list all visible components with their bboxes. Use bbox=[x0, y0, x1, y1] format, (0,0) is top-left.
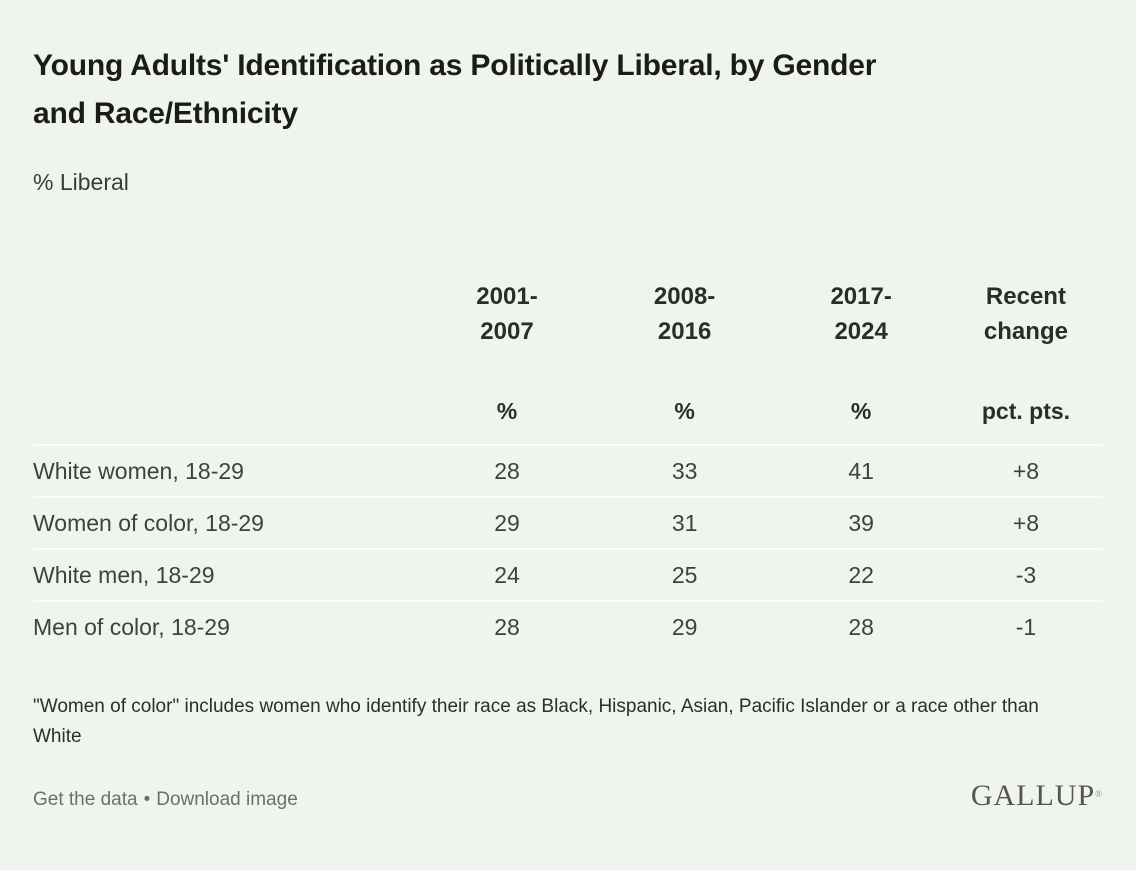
page-title-line2: and Race/Ethnicity bbox=[33, 97, 298, 130]
row-label: White women, 18-29 bbox=[33, 444, 419, 497]
value-cell: 28 bbox=[418, 600, 596, 652]
value-cell: 29 bbox=[595, 600, 774, 652]
page-title: Young Adults' Identification as Politica… bbox=[33, 42, 1103, 138]
col-header-recent-change-label: Recent change bbox=[983, 283, 1068, 345]
download-image-link[interactable]: Download image bbox=[156, 789, 298, 810]
table-row: Men of color, 18-29 28 29 28 -1 bbox=[33, 600, 1103, 652]
unit-header-change: pct. pts. bbox=[981, 398, 1071, 424]
col-header-period-3: 2017-2024 bbox=[773, 279, 948, 349]
value-cell: 25 bbox=[595, 548, 774, 601]
change-cell: -1 bbox=[948, 600, 1103, 652]
chart-subtitle: % Liberal bbox=[33, 169, 129, 195]
value-cell: 31 bbox=[595, 496, 774, 549]
data-table: 2001-2007 2008-2016 2017-2024 Recent cha… bbox=[33, 279, 1103, 652]
row-label: Women of color, 18-29 bbox=[33, 496, 419, 549]
value-cell: 24 bbox=[418, 548, 596, 601]
value-cell: 28 bbox=[773, 600, 949, 652]
table-row: Women of color, 18-29 29 31 39 +8 bbox=[33, 496, 1103, 549]
col-header-period-2: 2008-2016 bbox=[596, 279, 774, 349]
footer: Get the data • Download image GALLUP® bbox=[33, 779, 1103, 813]
get-the-data-link[interactable]: Get the data bbox=[33, 789, 138, 810]
page-title-line1: Young Adults' Identification as Politica… bbox=[33, 49, 877, 82]
col-header-period-2-label: 2008-2016 bbox=[653, 283, 716, 345]
unit-header-2: % bbox=[674, 398, 695, 424]
unit-header-1: % bbox=[496, 398, 518, 424]
footer-links: Get the data • Download image bbox=[33, 789, 298, 811]
change-cell: -3 bbox=[948, 548, 1103, 601]
unit-corner-cell bbox=[33, 349, 418, 445]
corner-cell bbox=[33, 279, 418, 349]
value-cell: 39 bbox=[773, 496, 949, 549]
change-cell: +8 bbox=[948, 496, 1103, 549]
row-label: White men, 18-29 bbox=[33, 548, 419, 601]
row-label: Men of color, 18-29 bbox=[33, 600, 419, 652]
col-header-recent-change: Recent change bbox=[949, 279, 1103, 349]
footnote: "Women of color" includes women who iden… bbox=[33, 696, 1039, 747]
unit-header-3: % bbox=[850, 398, 872, 424]
col-header-period-1-label: 2001-2007 bbox=[476, 283, 538, 345]
table-row: White men, 18-29 24 25 22 -3 bbox=[33, 548, 1103, 601]
value-cell: 33 bbox=[595, 444, 774, 497]
gallup-logo: GALLUP® bbox=[971, 779, 1103, 813]
change-cell: +8 bbox=[948, 444, 1103, 497]
col-header-period-1: 2001-2007 bbox=[418, 279, 596, 349]
unit-header-row: % % % pct. pts. bbox=[33, 349, 1103, 445]
value-cell: 41 bbox=[773, 444, 949, 497]
value-cell: 22 bbox=[773, 548, 949, 601]
value-cell: 28 bbox=[418, 444, 596, 497]
value-cell: 29 bbox=[418, 496, 596, 549]
col-header-period-3-label: 2017-2024 bbox=[830, 283, 892, 345]
period-header-row: 2001-2007 2008-2016 2017-2024 Recent cha… bbox=[33, 279, 1103, 349]
bullet-separator: • bbox=[143, 789, 151, 810]
registered-mark-icon: ® bbox=[1095, 789, 1103, 799]
table-row: White women, 18-29 28 33 41 +8 bbox=[33, 444, 1103, 497]
gallup-logo-text: GALLUP bbox=[970, 779, 1096, 812]
